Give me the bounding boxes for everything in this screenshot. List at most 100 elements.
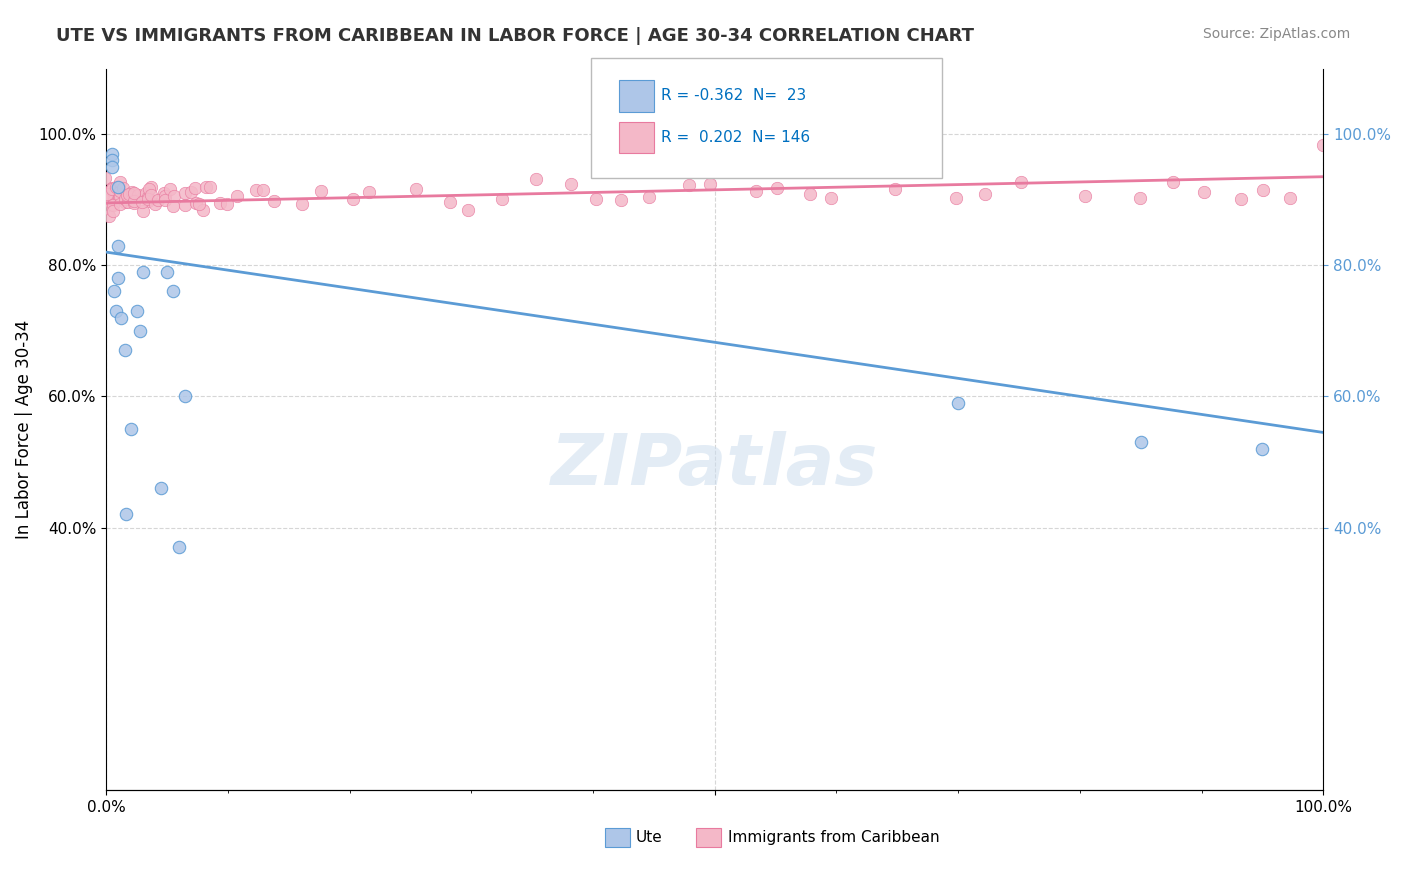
Point bbox=[108, 175, 131, 189]
Point bbox=[159, 182, 181, 196]
Point bbox=[884, 181, 907, 195]
Point bbox=[112, 181, 135, 195]
Point bbox=[107, 271, 129, 285]
Point bbox=[1129, 435, 1152, 450]
Y-axis label: In Labor Force | Age 30-34: In Labor Force | Age 30-34 bbox=[15, 319, 32, 539]
Text: ZIPatlas: ZIPatlas bbox=[551, 431, 879, 500]
Point bbox=[94, 193, 117, 207]
Point bbox=[122, 194, 145, 209]
Point bbox=[169, 540, 191, 554]
Point bbox=[609, 193, 631, 207]
Point bbox=[139, 187, 162, 202]
Point bbox=[405, 182, 427, 196]
Point bbox=[1073, 189, 1095, 203]
Point bbox=[114, 192, 136, 206]
Text: R =  0.202  N= 146: R = 0.202 N= 146 bbox=[661, 130, 810, 145]
Point bbox=[150, 481, 173, 495]
Point bbox=[162, 285, 184, 299]
Point bbox=[101, 181, 124, 195]
Point bbox=[186, 195, 208, 210]
Point bbox=[120, 422, 142, 436]
Point bbox=[1192, 186, 1215, 200]
Point bbox=[946, 396, 969, 410]
Point bbox=[108, 189, 131, 203]
Point bbox=[146, 193, 169, 207]
Point bbox=[195, 179, 218, 194]
Point bbox=[105, 180, 128, 194]
Point bbox=[127, 188, 149, 202]
Point bbox=[491, 192, 513, 206]
Point bbox=[585, 193, 607, 207]
Point bbox=[93, 171, 115, 186]
Point bbox=[103, 203, 125, 218]
Point bbox=[1279, 191, 1302, 205]
Point bbox=[103, 285, 125, 299]
Text: R = -0.362  N=  23: R = -0.362 N= 23 bbox=[661, 88, 806, 103]
Point bbox=[131, 194, 153, 209]
Point bbox=[110, 310, 132, 325]
Point bbox=[107, 179, 129, 194]
Point bbox=[96, 187, 118, 202]
Point bbox=[136, 190, 159, 204]
Point bbox=[122, 187, 145, 202]
Point bbox=[103, 193, 125, 207]
Point bbox=[101, 182, 124, 196]
Point bbox=[156, 265, 179, 279]
Point bbox=[1251, 442, 1274, 456]
Point bbox=[135, 186, 157, 200]
Point bbox=[132, 265, 155, 279]
Point bbox=[439, 194, 461, 209]
Point bbox=[108, 185, 131, 199]
Point bbox=[101, 198, 124, 212]
Point bbox=[226, 189, 249, 203]
Text: Source: ZipAtlas.com: Source: ZipAtlas.com bbox=[1202, 27, 1350, 41]
Point bbox=[101, 146, 124, 161]
Point bbox=[1230, 192, 1253, 206]
Point bbox=[637, 190, 659, 204]
Point bbox=[138, 194, 160, 208]
Point bbox=[174, 198, 197, 212]
Point bbox=[163, 189, 186, 203]
Point bbox=[115, 188, 138, 202]
Point bbox=[104, 183, 127, 197]
Point bbox=[139, 180, 162, 194]
Point bbox=[174, 186, 197, 200]
Point bbox=[215, 197, 238, 211]
Point bbox=[1161, 175, 1184, 189]
Point bbox=[97, 185, 120, 199]
Point bbox=[100, 197, 122, 211]
Point bbox=[766, 181, 789, 195]
Text: UTE VS IMMIGRANTS FROM CARIBBEAN IN LABOR FORCE | AGE 30-34 CORRELATION CHART: UTE VS IMMIGRANTS FROM CARIBBEAN IN LABO… bbox=[56, 27, 974, 45]
Point bbox=[108, 188, 131, 202]
Point bbox=[121, 185, 143, 199]
Point bbox=[1251, 183, 1274, 197]
Point bbox=[174, 389, 197, 403]
Point bbox=[200, 179, 222, 194]
Point bbox=[457, 203, 479, 218]
Point bbox=[945, 191, 967, 205]
Point bbox=[132, 204, 155, 219]
Point bbox=[118, 187, 141, 202]
Point bbox=[1129, 190, 1152, 204]
Point bbox=[799, 186, 821, 201]
Point bbox=[108, 189, 131, 203]
Point bbox=[1010, 175, 1032, 189]
Point bbox=[114, 343, 136, 358]
Point bbox=[91, 192, 114, 206]
Point bbox=[342, 192, 364, 206]
Point bbox=[114, 195, 136, 210]
Point bbox=[744, 184, 766, 198]
Point bbox=[122, 196, 145, 211]
Point bbox=[184, 180, 207, 194]
Point bbox=[153, 193, 176, 207]
Point bbox=[1312, 138, 1334, 153]
Text: Ute: Ute bbox=[636, 830, 662, 845]
Point bbox=[152, 186, 174, 201]
Point bbox=[974, 187, 997, 202]
Point bbox=[820, 191, 842, 205]
Point bbox=[138, 182, 160, 196]
Point bbox=[107, 238, 129, 252]
Point bbox=[136, 193, 159, 207]
Point bbox=[91, 202, 114, 216]
Point bbox=[101, 153, 124, 168]
